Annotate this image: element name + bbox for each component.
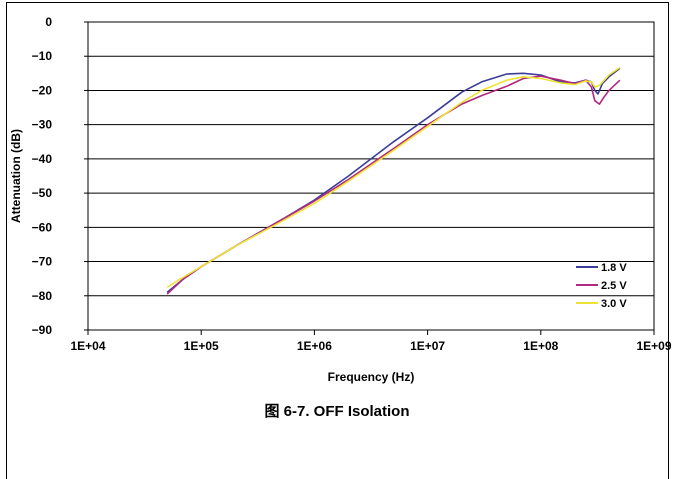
- x-tick-label: 1E+09: [636, 339, 671, 353]
- y-tick-label: −90: [32, 323, 53, 337]
- x-tick-label: 1E+05: [184, 339, 219, 353]
- legend-label: 2.5 V: [601, 280, 627, 292]
- y-tick-label: −30: [32, 118, 53, 132]
- x-tick-label: 1E+08: [523, 339, 558, 353]
- y-tick-label: −70: [32, 255, 53, 269]
- figure-frame: [6, 2, 669, 479]
- x-tick-label: 1E+04: [70, 339, 105, 353]
- plot-area-border: [87, 21, 655, 331]
- series-line: [166, 75, 621, 295]
- x-tick-label: 1E+07: [410, 339, 445, 353]
- y-tick-label: −80: [32, 289, 53, 303]
- y-tick-label: 0: [45, 15, 52, 29]
- y-axis-label: Attenuation (dB): [9, 129, 23, 223]
- y-tick-label: −40: [32, 152, 53, 166]
- legend-label: 3.0 V: [601, 298, 627, 310]
- legend-label: 1.8 V: [601, 262, 627, 274]
- y-tick-label: −20: [32, 83, 53, 97]
- y-tick-label: −50: [32, 186, 53, 200]
- x-tick-label: 1E+06: [297, 339, 332, 353]
- series-line: [166, 67, 621, 294]
- y-tick-label: −60: [32, 220, 53, 234]
- y-tick-label: −10: [32, 49, 53, 63]
- x-axis-label: Frequency (Hz): [328, 370, 415, 384]
- figure-caption: 图 6-7. OFF Isolation: [264, 403, 409, 420]
- series-line: [166, 66, 621, 288]
